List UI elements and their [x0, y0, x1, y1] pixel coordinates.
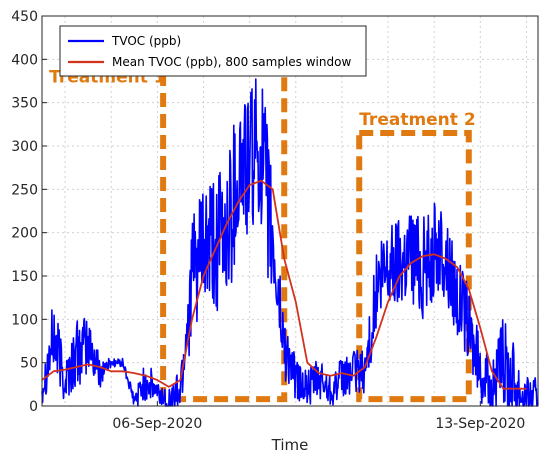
y-axis: 0 50 100 150 200 250 300 350 400 450 [11, 9, 47, 415]
y-tick-label: 0 [29, 399, 38, 415]
plot-area [42, 16, 538, 406]
y-tick-label: 200 [11, 226, 38, 242]
x-axis-title: Time [271, 436, 309, 454]
y-tick-label: 350 [11, 96, 38, 112]
y-tick-label: 150 [11, 269, 38, 285]
grid-lines [42, 15, 538, 407]
series-line-2 [41, 179, 527, 390]
y-tick-label: 300 [11, 139, 38, 155]
plot-frame [41, 15, 539, 407]
treatment-boxes [160, 69, 472, 403]
treatment-box [356, 130, 472, 403]
legend-label: TVOC (ppb) [111, 34, 181, 48]
y-tick-label: 100 [11, 312, 38, 328]
treatment-label: Treatment 2 [359, 110, 475, 130]
y-tick-label: 400 [11, 52, 38, 68]
y-tick-label: 250 [11, 182, 38, 198]
legend-label: Mean TVOC (ppb), 800 samples window [112, 55, 351, 69]
legend-box [59, 25, 367, 77]
x-axis: 06-Sep-2020 13-Sep-2020 [112, 401, 525, 432]
series-lines [41, 78, 539, 407]
x-tick-label: 13-Sep-2020 [435, 416, 525, 432]
y-tick-label: 50 [20, 356, 38, 372]
treatment-box [160, 69, 288, 403]
y-tick-label: 450 [11, 9, 38, 25]
legend: TVOC (ppb) Mean TVOC (ppb), 800 samples w… [59, 25, 367, 77]
x-tick-label: 06-Sep-2020 [112, 416, 202, 432]
